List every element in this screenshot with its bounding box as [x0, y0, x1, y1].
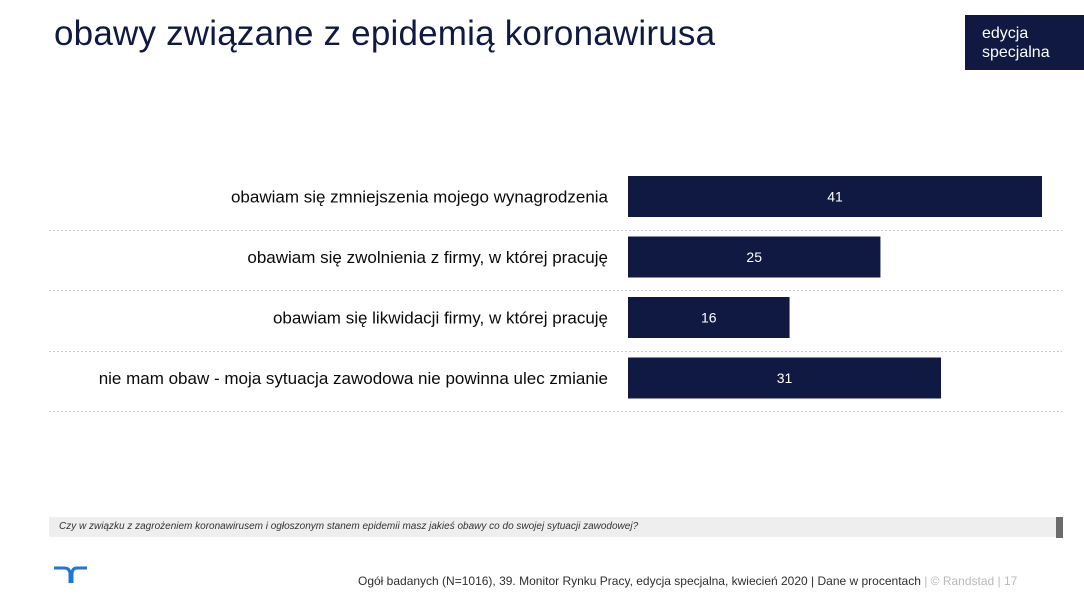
badge-line-2: specjalna — [982, 44, 1050, 61]
randstad-logo-icon — [54, 566, 87, 583]
bar-value-label: 41 — [827, 189, 843, 205]
bar — [628, 236, 881, 278]
survey-question: Czy w związku z zagrożeniem koronawiruse… — [59, 521, 639, 532]
bar-value-label: 31 — [777, 370, 793, 386]
bar-value-label: 25 — [746, 249, 762, 265]
bar — [628, 297, 790, 338]
category-label: obawiam się zmniejszenia mojego wynagrod… — [231, 188, 609, 207]
category-label: obawiam się zwolnienia z firmy, w której… — [247, 248, 608, 267]
category-label: nie mam obaw - moja sytuacja zawodowa ni… — [99, 369, 608, 388]
question-bar-marker — [1056, 517, 1063, 538]
badge-line-1: edycja — [982, 25, 1029, 42]
question-bar — [49, 517, 1063, 538]
bar-value-label: 16 — [701, 310, 717, 326]
page-title: obawy związane z epidemią koronawirusa — [54, 14, 716, 53]
category-label: obawiam się likwidacji firmy, w której p… — [273, 309, 608, 328]
bar — [628, 176, 1042, 217]
source-note: Ogół badanych (N=1016), 39. Monitor Rynk… — [358, 574, 1017, 588]
copyright-text: | © Randstad | — [920, 574, 1004, 588]
special-edition-badge: edycja specjalna — [965, 15, 1084, 70]
bar — [628, 357, 942, 399]
page-number: 17 — [1004, 574, 1018, 588]
source-text: Ogół badanych (N=1016), 39. Monitor Rynk… — [358, 574, 921, 588]
